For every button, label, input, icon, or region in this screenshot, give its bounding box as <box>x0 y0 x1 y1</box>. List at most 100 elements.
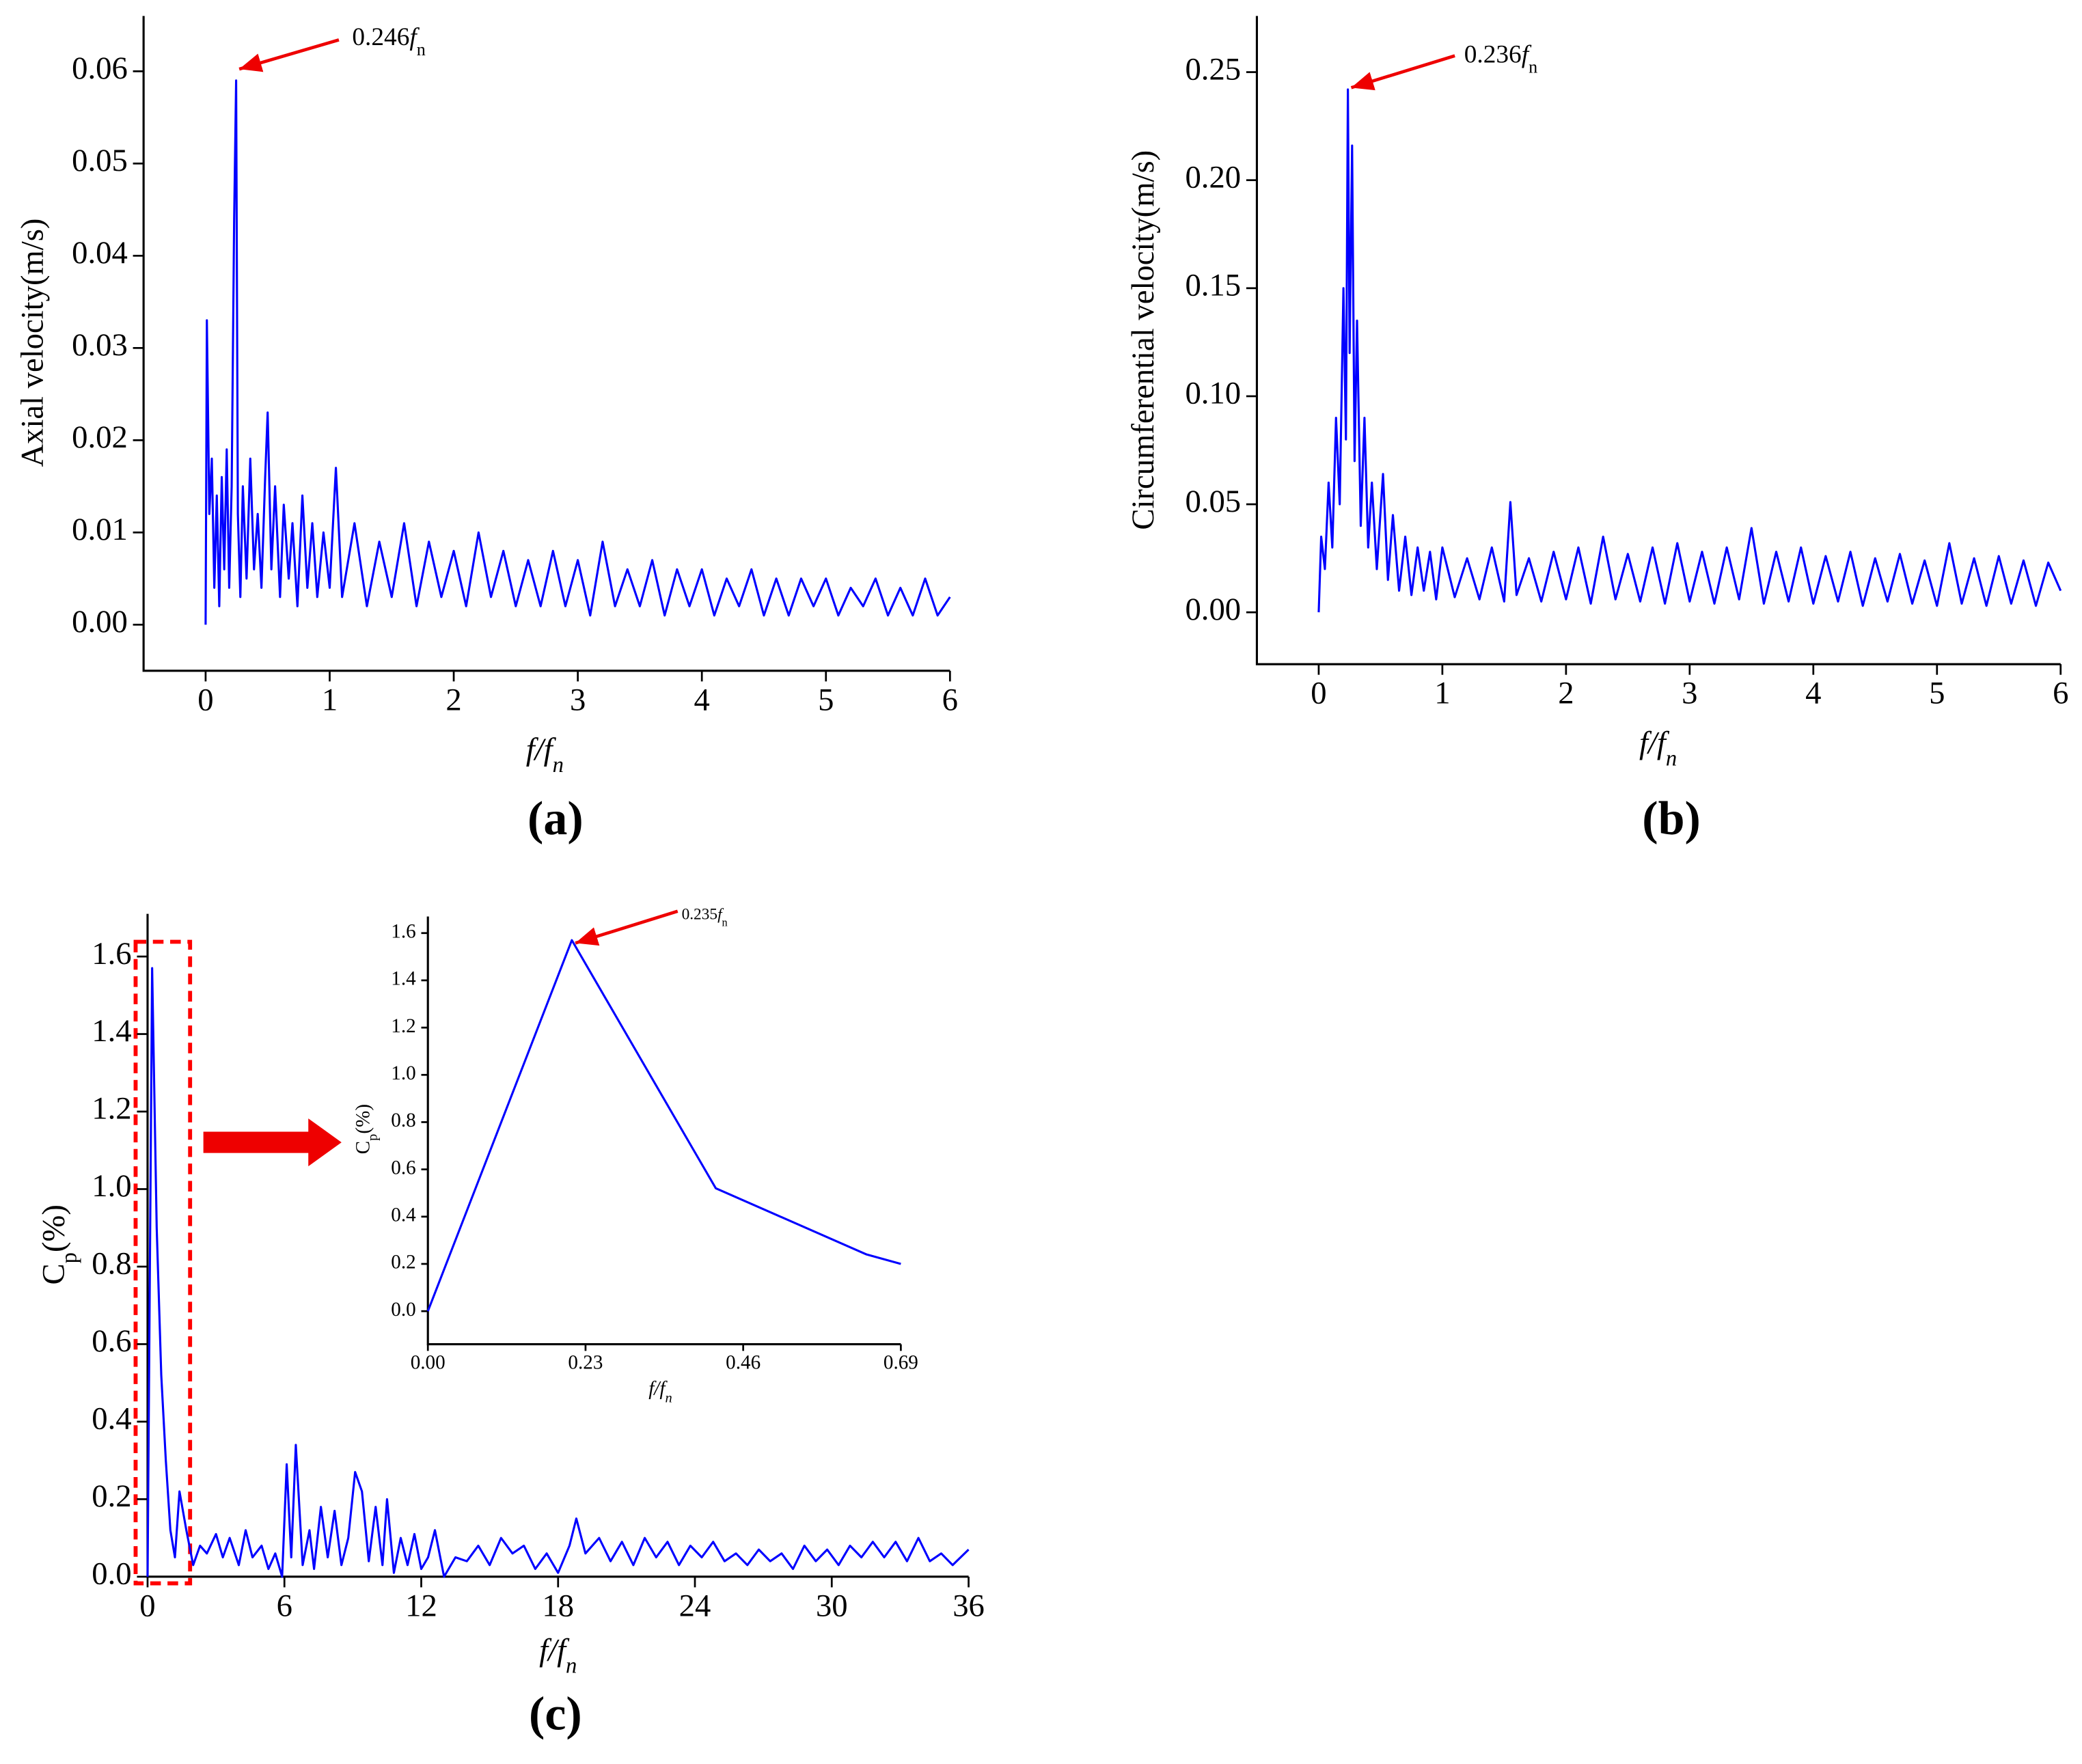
y-tick-label: 0.8 <box>92 1246 131 1282</box>
annotation-part: 0.235 <box>682 905 717 923</box>
annotation-arrow <box>575 909 679 946</box>
y-axis-label-part: (%) <box>36 1204 71 1252</box>
y-tick-label: 0.02 <box>72 419 128 455</box>
y-tick-label: 1.4 <box>391 968 416 990</box>
y-tick-label: 1.4 <box>92 1013 131 1049</box>
x-axis-label-part: n <box>566 1653 577 1678</box>
y-tick-label: 1.2 <box>391 1015 415 1037</box>
x-tick-label: 30 <box>816 1588 848 1623</box>
y-tick-label: 1.2 <box>92 1091 131 1127</box>
annotation-part: f <box>717 905 724 923</box>
y-axis-label: Cp(%) <box>353 1104 381 1154</box>
x-tick-label: 5 <box>1929 676 1945 711</box>
x-axis-label-part: n <box>666 1390 672 1405</box>
y-tick-label: 0.20 <box>1185 159 1241 195</box>
y-axis-label-part: C <box>353 1141 374 1154</box>
annotation-arrow <box>238 38 340 72</box>
y-tick-label: 0.04 <box>72 235 128 271</box>
y-axis-label-part: p <box>366 1134 381 1141</box>
y-tick-label: 0.4 <box>92 1401 131 1437</box>
y-tick-label: 1.6 <box>391 920 415 942</box>
y-tick-label: 0.10 <box>1185 376 1241 411</box>
y-tick-label: 0.06 <box>72 51 128 86</box>
x-tick-label: 3 <box>1682 676 1697 711</box>
panel-label: (b) <box>1642 793 1701 845</box>
x-axis-label-part: f/f <box>526 732 557 767</box>
x-axis-label: f/fn <box>539 1632 577 1678</box>
annotation-arrow <box>1350 54 1455 91</box>
x-tick-label: 0 <box>1311 676 1326 711</box>
panel-label: (a) <box>528 793 584 845</box>
x-tick-label: 12 <box>405 1588 437 1623</box>
data-line <box>426 939 901 1312</box>
y-tick-label: 0.00 <box>1185 592 1241 627</box>
y-axis-label: Axial velocity(m/s) <box>14 219 50 467</box>
annotation-part: n <box>722 915 728 928</box>
data-line <box>1317 88 2062 613</box>
x-tick-label: 0.23 <box>568 1352 603 1374</box>
x-tick-label: 1 <box>1434 676 1450 711</box>
y-tick-label: 1.0 <box>92 1168 131 1204</box>
x-tick-label: 6 <box>277 1588 292 1623</box>
x-tick-label: 0 <box>139 1588 155 1623</box>
annotation-part: n <box>417 40 426 59</box>
y-tick-label: 0.25 <box>1185 51 1241 87</box>
data-line <box>204 79 951 625</box>
y-axis-label-part: C <box>36 1263 71 1284</box>
annotation: 0.236fn <box>1464 40 1537 77</box>
annotation-part: n <box>1529 57 1537 77</box>
y-axis-label-part: p <box>57 1252 81 1263</box>
axes <box>1255 16 2061 665</box>
x-tick-label: 18 <box>542 1588 574 1623</box>
x-tick-label: 0.69 <box>884 1352 918 1374</box>
x-axis-label: f/fn <box>1639 725 1677 771</box>
x-tick-label: 36 <box>953 1588 985 1623</box>
y-tick-label: 1.6 <box>92 936 131 971</box>
x-axis-label: f/fn <box>648 1377 672 1405</box>
y-tick-label: 0.4 <box>391 1204 416 1226</box>
x-axis-label: f/fn <box>526 732 564 777</box>
x-axis-label-part: n <box>1666 746 1677 771</box>
annotation-part: 0.236 <box>1464 40 1522 68</box>
x-tick-label: 24 <box>679 1588 711 1623</box>
x-axis-label-part: f/f <box>1639 725 1670 760</box>
x-tick-label: 0.00 <box>411 1352 446 1374</box>
zoom-region <box>133 939 193 1586</box>
y-tick-label: 0.0 <box>92 1556 131 1592</box>
y-tick-label: 0.01 <box>72 512 128 547</box>
x-tick-label: 5 <box>818 682 834 717</box>
data-line <box>146 967 970 1578</box>
y-axis-label-part: (%) <box>353 1104 374 1134</box>
y-tick-label: 0.05 <box>1185 484 1241 519</box>
y-tick-label: 0.00 <box>72 604 128 639</box>
y-axis-label: Cp(%) <box>36 1204 81 1284</box>
y-tick-label: 0.2 <box>391 1252 415 1273</box>
annotation-part: 0.246 <box>352 23 409 51</box>
y-tick-label: 1.0 <box>391 1062 415 1084</box>
y-axis-label: Circumferential velocity(m/s) <box>1125 150 1161 530</box>
zoom-arrow <box>203 1118 342 1167</box>
x-axis-label-part: f/f <box>648 1377 668 1399</box>
axes <box>142 16 950 672</box>
y-tick-label: 0.15 <box>1185 268 1241 303</box>
y-tick-label: 0.03 <box>72 327 128 363</box>
x-tick-label: 6 <box>942 682 958 717</box>
x-axis-label-part: f/f <box>539 1632 570 1668</box>
x-tick-label: 0 <box>197 682 213 717</box>
y-tick-label: 0.6 <box>92 1323 131 1359</box>
y-tick-label: 0.2 <box>92 1478 131 1514</box>
x-tick-label: 0.46 <box>726 1352 761 1374</box>
y-tick-label: 0.0 <box>391 1299 415 1321</box>
annotation: 0.235fn <box>682 905 728 928</box>
x-tick-label: 4 <box>1805 676 1821 711</box>
y-tick-label: 0.8 <box>391 1110 415 1131</box>
x-tick-label: 4 <box>694 682 710 717</box>
x-tick-label: 3 <box>570 682 586 717</box>
y-tick-label: 0.6 <box>391 1157 415 1179</box>
x-axis-label-part: n <box>553 753 564 777</box>
x-tick-label: 2 <box>446 682 461 717</box>
annotation: 0.246fn <box>352 23 425 59</box>
panel-label: (c) <box>529 1687 582 1740</box>
